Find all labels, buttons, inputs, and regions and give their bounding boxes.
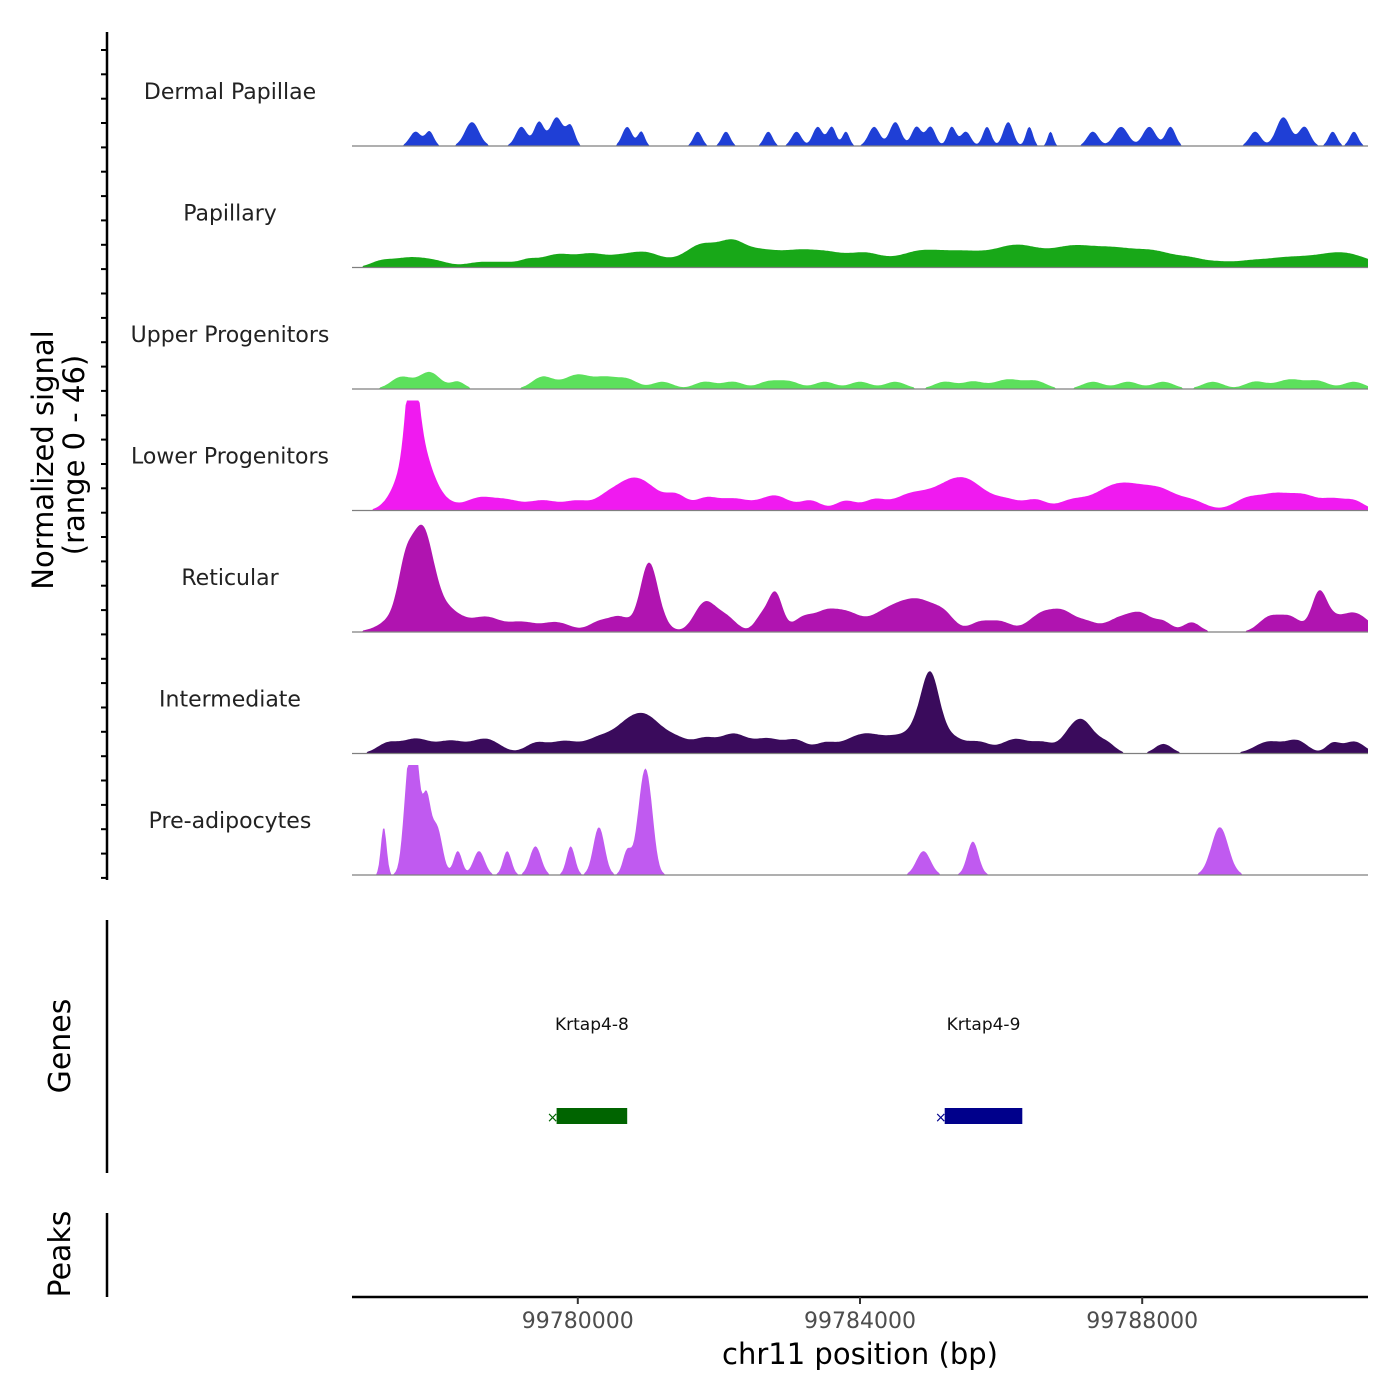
- track-signal-area: [352, 765, 1368, 875]
- signal-tracks: Dermal Papillae Papillary Upper Progenitor…: [131, 80, 1368, 876]
- track-signal-area: [352, 117, 1368, 146]
- peaks-panel-label: Peaks: [43, 1211, 78, 1298]
- track-label: Upper Progenitors: [131, 323, 330, 348]
- track-signal-area: [352, 400, 1368, 511]
- track-upper-progenitors: Upper Progenitors: [131, 323, 1368, 390]
- genes-panel: Genes Krtap4-8 × Krtap4-9 ×: [43, 920, 1023, 1173]
- track-label: Lower Progenitors: [131, 445, 329, 470]
- gene-features: Krtap4-8 × Krtap4-9 ×: [547, 1015, 1023, 1126]
- strand-marker-icon: ×: [547, 1110, 559, 1126]
- track-dermal-papillae: Dermal Papillae: [144, 80, 1368, 147]
- signal-panel-left-axis: [101, 32, 109, 880]
- x-tick-label: 99780000: [522, 1309, 634, 1334]
- gene-krtap4-8: Krtap4-8 ×: [547, 1015, 629, 1126]
- track-label: Papillary: [183, 202, 277, 227]
- track-label: Dermal Papillae: [144, 80, 316, 105]
- track-pre-adipocytes: Pre-adipocytes: [149, 765, 1368, 876]
- x-tick-label: 99784000: [804, 1309, 916, 1334]
- gene-label: Krtap4-9: [947, 1015, 1021, 1035]
- x-axis-title: chr11 position (bp): [722, 1337, 998, 1371]
- track-signal-area: [352, 239, 1368, 268]
- gene-krtap4-9: Krtap4-9 ×: [935, 1015, 1023, 1126]
- track-signal-area: [352, 671, 1368, 754]
- track-label: Reticular: [181, 566, 279, 591]
- track-signal-area: [352, 524, 1368, 632]
- track-reticular: Reticular: [181, 524, 1368, 633]
- gene-label: Krtap4-8: [555, 1015, 629, 1035]
- x-axis: 99780000 99784000 99788000: [352, 1295, 1368, 1334]
- track-intermediate: Intermediate: [159, 671, 1368, 755]
- track-signal-area: [352, 371, 1368, 389]
- y-axis-title-line2: (range 0 - 46): [57, 355, 91, 555]
- genes-panel-label: Genes: [43, 999, 78, 1094]
- track-label: Pre-adipocytes: [149, 809, 312, 834]
- strand-marker-icon: ×: [935, 1110, 947, 1126]
- gene-body: [556, 1108, 628, 1124]
- track-papillary: Papillary: [183, 202, 1368, 269]
- gene-body: [944, 1108, 1023, 1124]
- x-tick-label: 99788000: [1086, 1309, 1198, 1334]
- peaks-panel: Peaks: [43, 1211, 109, 1298]
- y-axis-title-line1: Normalized signal: [26, 330, 60, 589]
- track-lower-progenitors: Lower Progenitors: [131, 400, 1368, 512]
- track-label: Intermediate: [159, 688, 301, 713]
